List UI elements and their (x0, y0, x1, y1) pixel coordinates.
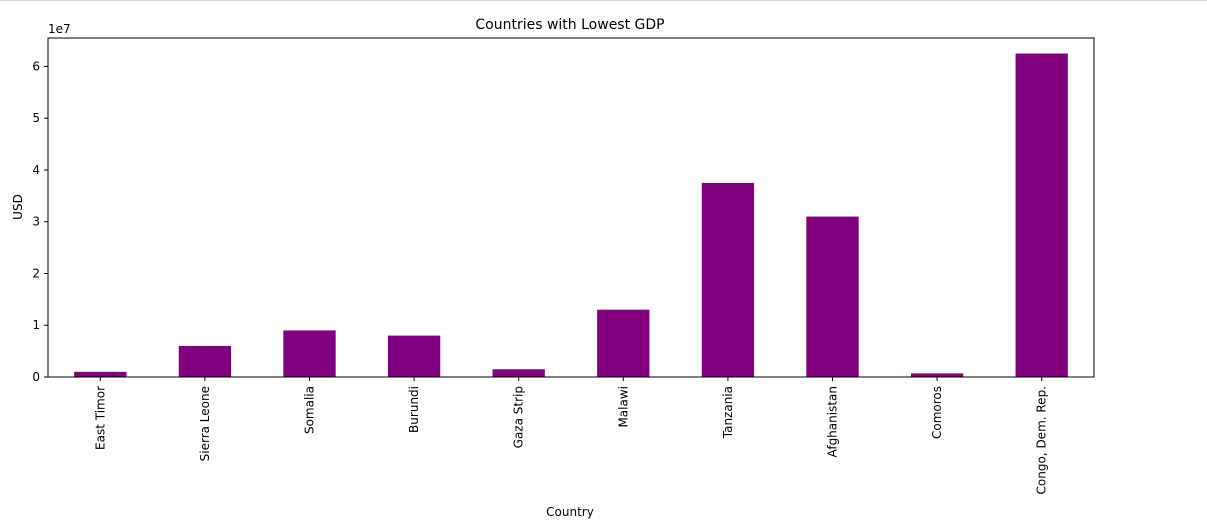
bar (1015, 53, 1068, 377)
x-ticks-group: East Timor Sierra Leone Somalia Burundi Gaza… (93, 377, 1049, 494)
y-ticks-group: 0 1 2 3 4 5 6 (32, 59, 48, 384)
x-tick-label: Comoros (930, 386, 944, 439)
x-axis-label: Country (546, 505, 594, 519)
plot-frame (47, 37, 1095, 378)
bar (597, 309, 650, 377)
top-divider (0, 0, 1207, 1)
bar (701, 182, 755, 377)
y-axis-label: USD (11, 194, 25, 220)
y-tick-label: 1 (32, 318, 40, 332)
bar (283, 330, 336, 377)
y-tick-label: 6 (32, 59, 40, 73)
y-tick-label: 3 (32, 215, 40, 229)
x-tick-label: Burundi (407, 386, 421, 433)
bars-group (74, 53, 1068, 377)
x-tick-label: East Timor (93, 386, 107, 450)
y-tick-label: 5 (32, 111, 40, 125)
x-tick-label: Afghanistan (826, 386, 840, 457)
bar (74, 371, 127, 377)
y-tick-label: 0 (32, 370, 40, 384)
x-tick-label: Congo, Dem. Rep. (1035, 386, 1049, 494)
bar (492, 369, 545, 377)
bar (387, 335, 441, 377)
y-tick-label: 4 (32, 163, 40, 177)
y-offset-label: 1e7 (48, 22, 71, 36)
bar (806, 216, 859, 377)
x-tick-label: Somalia (303, 386, 317, 434)
chart-title: Countries with Lowest GDP (475, 17, 664, 33)
x-tick-label: Sierra Leone (198, 386, 212, 461)
x-tick-label: Gaza Strip (512, 386, 526, 448)
y-tick-label: 2 (32, 266, 40, 280)
x-tick-label: Malawi (616, 386, 630, 428)
x-tick-label: Tanzania (721, 386, 735, 439)
bar (178, 345, 232, 377)
bar (910, 373, 964, 377)
